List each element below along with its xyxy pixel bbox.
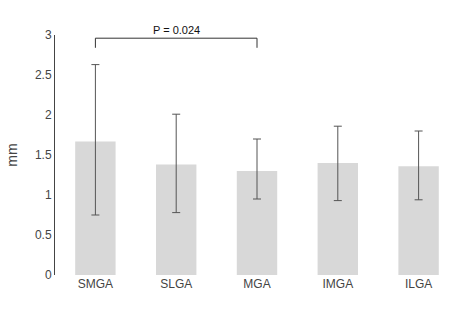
svg-text:3: 3 [45,28,52,42]
svg-text:SMGA: SMGA [78,277,113,291]
svg-text:2: 2 [45,108,52,122]
svg-text:SLGA: SLGA [160,277,192,291]
svg-text:ILGA: ILGA [405,277,432,291]
svg-text:P = 0.024: P = 0.024 [153,24,200,36]
svg-text:0: 0 [45,268,52,282]
svg-text:2.5: 2.5 [35,68,52,82]
svg-text:MGA: MGA [243,277,270,291]
svg-text:0.5: 0.5 [35,228,52,242]
svg-text:1: 1 [45,188,52,202]
svg-text:mm: mm [4,143,20,166]
svg-text:IMGA: IMGA [322,277,353,291]
svg-text:1.5: 1.5 [35,148,52,162]
